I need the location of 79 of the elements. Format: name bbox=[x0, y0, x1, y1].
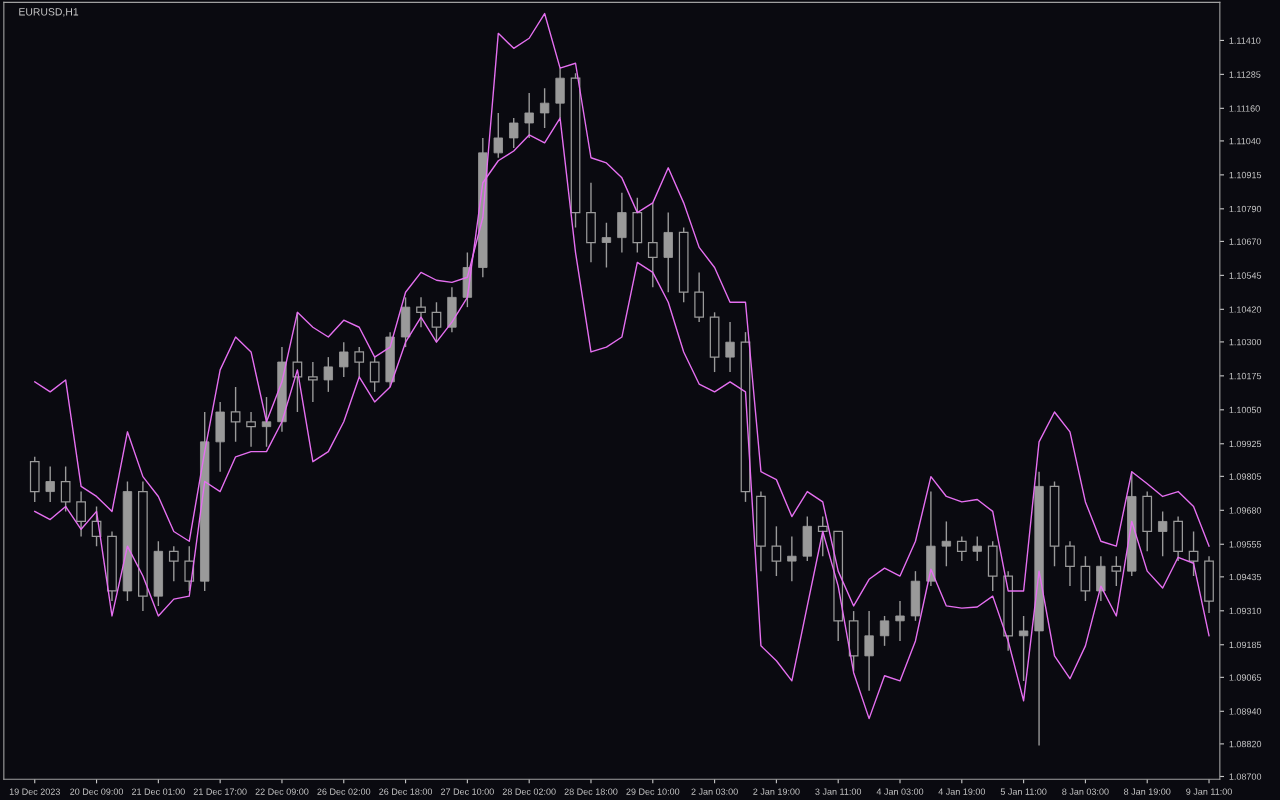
x-tick-label: 3 Jan 11:00 bbox=[815, 788, 862, 795]
candlestick bbox=[601, 221, 612, 269]
y-tick-label: 1.10420 bbox=[1229, 306, 1262, 313]
candlestick bbox=[431, 301, 442, 343]
candlestick bbox=[230, 386, 241, 443]
chart-title: EURUSD,H1 bbox=[19, 8, 79, 17]
x-tick-label: 19 Dec 2023 bbox=[9, 788, 60, 795]
candlestick bbox=[817, 515, 828, 557]
x-tick-label: 27 Dec 10:00 bbox=[440, 788, 494, 795]
x-tick-label: 28 Dec 18:00 bbox=[564, 788, 618, 795]
y-tick-label: 1.10670 bbox=[1229, 238, 1262, 245]
y-tick-label: 1.08940 bbox=[1229, 708, 1262, 715]
candlestick bbox=[539, 87, 550, 129]
x-tick-label: 21 Dec 01:00 bbox=[131, 788, 185, 795]
x-tick-label: 21 Dec 17:00 bbox=[193, 788, 247, 795]
candlestick bbox=[864, 610, 874, 692]
y-tick-label: 1.11285 bbox=[1229, 71, 1261, 78]
candlestick bbox=[895, 600, 905, 642]
x-tick-label: 28 Dec 02:00 bbox=[502, 788, 556, 795]
candlestick bbox=[76, 490, 86, 538]
y-tick-label: 1.10300 bbox=[1229, 338, 1262, 346]
y-tick-label: 1.11040 bbox=[1229, 137, 1261, 145]
candlestick bbox=[771, 525, 782, 577]
candlestick bbox=[972, 535, 982, 562]
x-tick-label: 2 Jan 03:00 bbox=[691, 788, 738, 795]
candlestick bbox=[1188, 530, 1199, 577]
candlestick bbox=[787, 535, 797, 582]
candlestick bbox=[60, 465, 71, 513]
x-tick-label: 8 Jan 19:00 bbox=[1124, 788, 1171, 795]
y-tick-label: 1.09925 bbox=[1229, 440, 1262, 448]
candlestick bbox=[1018, 615, 1029, 682]
x-tick-label: 4 Jan 19:00 bbox=[938, 788, 986, 795]
candlestick bbox=[956, 535, 967, 562]
candlestick bbox=[354, 346, 365, 378]
candlestick bbox=[45, 465, 55, 503]
x-tick-label: 8 Jan 03:00 bbox=[1062, 788, 1109, 795]
x-tick-label: 2 Jan 19:00 bbox=[753, 788, 800, 795]
candlestick bbox=[647, 202, 658, 289]
y-tick-label: 1.09435 bbox=[1229, 573, 1262, 581]
candlestick bbox=[261, 396, 272, 448]
y-tick-label: 1.09555 bbox=[1229, 541, 1262, 548]
x-tick-label: 5 Jan 11:00 bbox=[1000, 788, 1047, 795]
y-tick-label: 1.09310 bbox=[1229, 607, 1262, 615]
y-tick-label: 1.10175 bbox=[1229, 372, 1262, 380]
y-tick-label: 1.10545 bbox=[1229, 272, 1262, 279]
x-tick-label: 20 Dec 09:00 bbox=[70, 788, 124, 795]
candlestick bbox=[725, 321, 735, 373]
candlestick bbox=[369, 356, 380, 393]
candlestick bbox=[339, 341, 349, 378]
x-tick-label: 9 Jan 11:00 bbox=[1186, 788, 1232, 795]
candlestick bbox=[509, 117, 519, 149]
x-tick-label: 29 Dec 10:00 bbox=[626, 788, 680, 795]
candlestick bbox=[168, 545, 179, 582]
x-tick-label: 4 Jan 03:00 bbox=[876, 788, 924, 795]
y-tick-label: 1.10790 bbox=[1229, 205, 1262, 213]
candlestick bbox=[524, 92, 534, 139]
candlestick bbox=[323, 356, 333, 393]
y-tick-label: 1.10050 bbox=[1229, 406, 1262, 414]
y-tick-label: 1.09185 bbox=[1229, 641, 1262, 649]
y-tick-label: 1.08820 bbox=[1229, 740, 1262, 748]
candlestick bbox=[416, 296, 426, 328]
y-tick-label: 1.09065 bbox=[1229, 674, 1262, 681]
candlestick bbox=[307, 361, 318, 403]
y-tick-label: 1.09680 bbox=[1229, 507, 1262, 514]
y-tick-label: 1.10915 bbox=[1229, 171, 1262, 179]
y-tick-label: 1.08700 bbox=[1229, 773, 1262, 780]
candlestick bbox=[1065, 540, 1075, 587]
y-tick-label: 1.09805 bbox=[1229, 473, 1262, 480]
x-tick-label: 26 Dec 18:00 bbox=[379, 788, 433, 795]
candlestick bbox=[1111, 555, 1122, 587]
y-tick-label: 1.11160 bbox=[1229, 105, 1260, 112]
candlestick bbox=[941, 520, 952, 567]
y-tick-label: 1.11410 bbox=[1229, 37, 1261, 44]
x-tick-label: 26 Dec 02:00 bbox=[317, 788, 371, 795]
candlestick bbox=[1158, 510, 1168, 557]
candlestick bbox=[879, 615, 890, 647]
candlestick bbox=[246, 411, 256, 448]
x-tick-label: 22 Dec 09:00 bbox=[255, 788, 309, 795]
candlestick bbox=[493, 112, 503, 159]
